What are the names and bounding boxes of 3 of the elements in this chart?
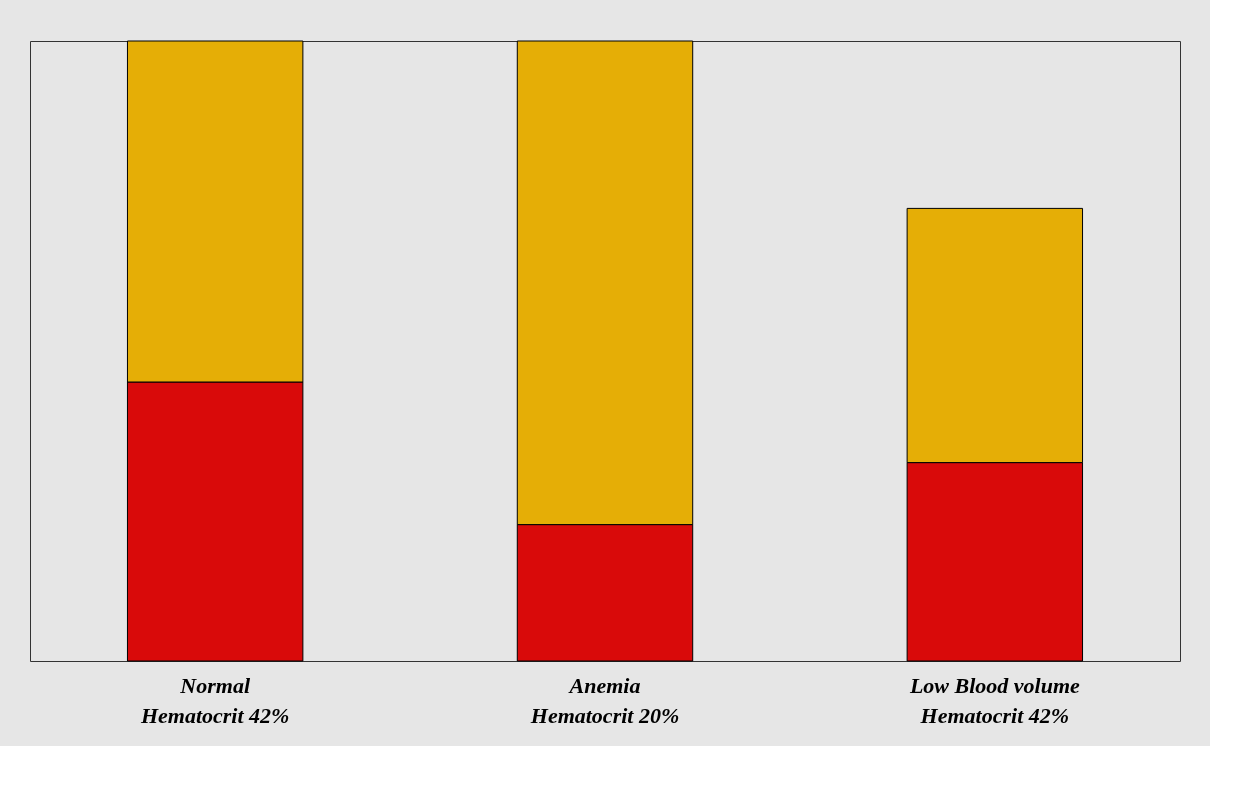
- x-tick-label: Normal Hematocrit 42%: [139, 672, 290, 728]
- x-tick-label: Low Blood volume Hematocrit 42%: [908, 672, 1081, 728]
- x-tick-label: Anemia Hematocrit 20%: [529, 672, 680, 728]
